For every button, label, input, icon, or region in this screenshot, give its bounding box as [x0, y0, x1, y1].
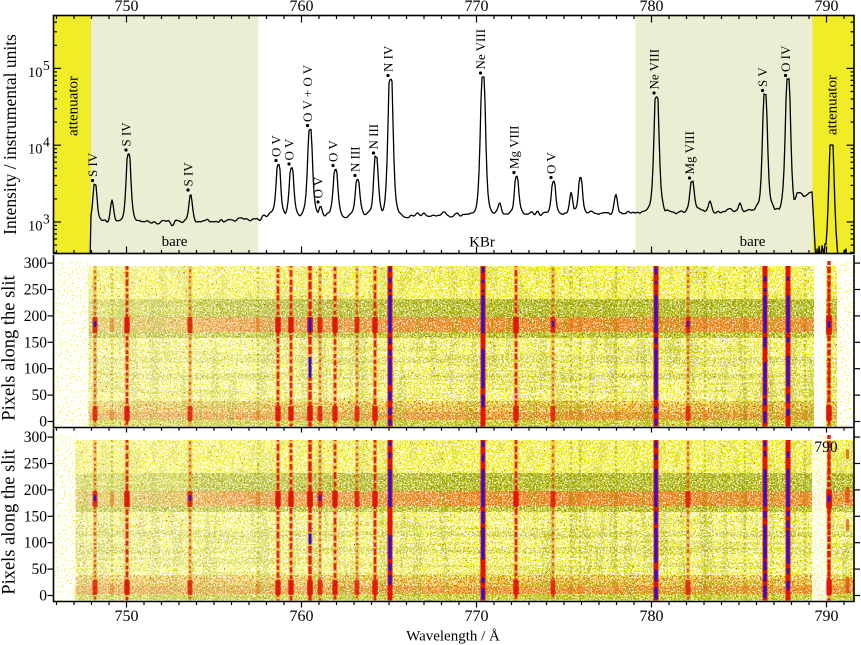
- svg-text:100: 100: [24, 361, 48, 378]
- svg-text:O V: O V: [282, 138, 297, 160]
- svg-text:S IV: S IV: [85, 152, 100, 177]
- svg-text:790: 790: [814, 439, 838, 456]
- svg-text:Ne VIII: Ne VIII: [473, 29, 488, 70]
- svg-text:O IV: O IV: [778, 45, 793, 72]
- svg-text:S IV: S IV: [181, 162, 196, 187]
- svg-text:O V: O V: [269, 135, 284, 157]
- svg-text:770: 770: [465, 608, 489, 625]
- svg-text:Ne VIII: Ne VIII: [647, 49, 662, 90]
- svg-text:760: 760: [290, 0, 314, 15]
- svg-text:300: 300: [24, 429, 48, 446]
- svg-text:200: 200: [24, 482, 48, 499]
- svg-text:103: 103: [28, 212, 50, 235]
- svg-text:780: 780: [640, 0, 664, 15]
- svg-text:attenuator: attenuator: [825, 75, 841, 135]
- svg-text:780: 780: [640, 608, 664, 625]
- svg-text:attenuator: attenuator: [66, 76, 82, 136]
- svg-text:760: 760: [290, 608, 314, 625]
- svg-text:105: 105: [28, 58, 50, 81]
- svg-text:Mg VIII: Mg VIII: [507, 126, 522, 169]
- svg-text:Intensity / instrumental units: Intensity / instrumental units: [0, 34, 20, 235]
- svg-text:S IV: S IV: [119, 122, 134, 147]
- svg-text:250: 250: [24, 456, 48, 473]
- svg-text:O V: O V: [326, 140, 341, 162]
- svg-text:104: 104: [28, 135, 50, 158]
- svg-text:50: 50: [32, 561, 48, 578]
- svg-text:200: 200: [24, 308, 48, 325]
- svg-text:50: 50: [32, 387, 48, 404]
- svg-text:S V: S V: [755, 67, 770, 87]
- svg-text:0: 0: [39, 414, 47, 431]
- svg-text:bare: bare: [740, 234, 766, 250]
- svg-text:N IV: N IV: [381, 45, 396, 72]
- svg-text:O V: O V: [311, 176, 326, 198]
- svg-text:250: 250: [24, 282, 48, 299]
- svg-text:750: 750: [115, 0, 139, 15]
- svg-text:N III: N III: [366, 124, 381, 150]
- svg-text:750: 750: [115, 608, 139, 625]
- svg-text:790: 790: [815, 0, 839, 15]
- svg-text:100: 100: [24, 535, 48, 552]
- svg-text:N III: N III: [348, 146, 363, 172]
- svg-text:790: 790: [815, 608, 839, 625]
- svg-text:Mg VIII: Mg VIII: [682, 131, 697, 174]
- svg-text:Pixels along the slit: Pixels along the slit: [0, 448, 20, 594]
- svg-text:770: 770: [465, 0, 489, 15]
- svg-text:O V + O V: O V + O V: [300, 64, 315, 122]
- svg-text:150: 150: [24, 334, 48, 351]
- svg-text:bare: bare: [162, 234, 188, 250]
- svg-text:150: 150: [24, 508, 48, 525]
- svg-text:300: 300: [24, 255, 48, 272]
- svg-text:Wavelength / Å: Wavelength / Å: [406, 628, 500, 644]
- svg-text:Pixels along the slit: Pixels along the slit: [0, 274, 20, 420]
- svg-text:0: 0: [39, 588, 47, 605]
- svg-text:O V: O V: [544, 152, 559, 174]
- svg-text:KBr: KBr: [469, 235, 495, 251]
